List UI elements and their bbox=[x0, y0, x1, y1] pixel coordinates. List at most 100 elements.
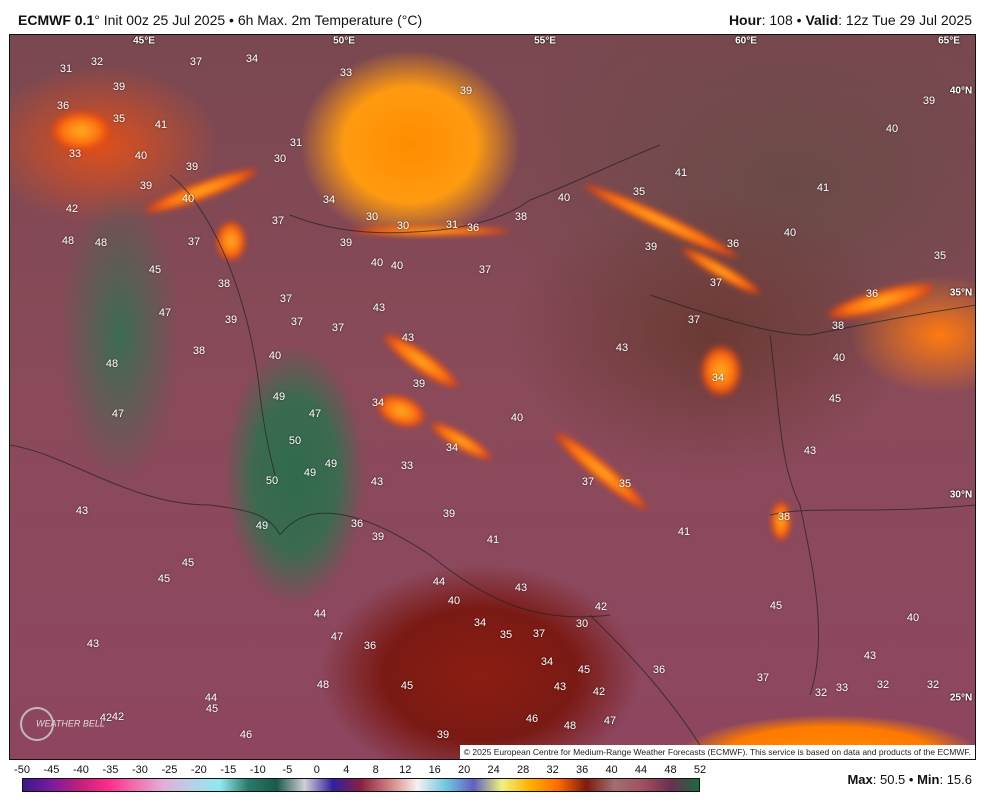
temperature-label: 33 bbox=[339, 67, 353, 79]
temperature-label: 35 bbox=[618, 478, 632, 490]
colorbar-tick: -25 bbox=[161, 764, 178, 776]
longitude-label: 60°E bbox=[735, 35, 757, 47]
temperature-label: 41 bbox=[486, 534, 500, 546]
longitude-label: 55°E bbox=[534, 35, 556, 47]
hour-value: : 108 • bbox=[761, 12, 806, 28]
min-value: : 15.6 bbox=[939, 772, 972, 787]
country-borders bbox=[10, 144, 975, 759]
temperature-label: 43 bbox=[615, 342, 629, 354]
colorbar-tick: -15 bbox=[220, 764, 237, 776]
temperature-label: 33 bbox=[68, 148, 82, 160]
temperature-label: 45 bbox=[157, 573, 171, 585]
max-min-stats: Max: 50.5 • Min: 15.6 bbox=[847, 772, 972, 787]
temperature-label: 32 bbox=[876, 679, 890, 691]
model-degree: ° bbox=[94, 12, 100, 28]
temperature-map[interactable]: 31 32 37 34 33 39 36 35 41 39 39 40 33 40 39 30 31 39 40 41… bbox=[9, 34, 976, 760]
heat-band bbox=[771, 501, 791, 541]
temperature-label: 40 bbox=[557, 192, 571, 204]
temperature-label: 37 bbox=[271, 215, 285, 227]
temperature-label: 44 bbox=[204, 692, 218, 704]
temperature-label: 41 bbox=[674, 167, 688, 179]
temperature-label: 38 bbox=[192, 345, 206, 357]
temperature-label: 36 bbox=[726, 238, 740, 250]
latitude-label: 25°N bbox=[949, 692, 973, 704]
temperature-label: 35 bbox=[933, 250, 947, 262]
temperature-label: 38 bbox=[514, 211, 528, 223]
temperature-label: 41 bbox=[816, 182, 830, 194]
temperature-label: 34 bbox=[371, 397, 385, 409]
colorbar-tick: -45 bbox=[43, 764, 60, 776]
temperature-label: 39 bbox=[112, 81, 126, 93]
temperature-label: 40 bbox=[906, 612, 920, 624]
temperature-label: 42 bbox=[65, 203, 79, 215]
temperature-label: 39 bbox=[185, 161, 199, 173]
temperature-label: 36 bbox=[652, 664, 666, 676]
temperature-label: 45 bbox=[400, 680, 414, 692]
temperature-label: 32 bbox=[926, 679, 940, 691]
min-label: Min bbox=[917, 772, 940, 787]
colorbar-tick: -50 bbox=[14, 764, 30, 776]
temperature-label: 45 bbox=[828, 393, 842, 405]
latitude-label: 40°N bbox=[949, 85, 973, 97]
valid-value: : 12z Tue 29 Jul 2025 bbox=[838, 12, 972, 28]
temperature-label: 40 bbox=[390, 260, 404, 272]
temperature-label: 35 bbox=[632, 186, 646, 198]
temperature-label: 35 bbox=[112, 113, 126, 125]
colorbar-tick: -20 bbox=[190, 764, 207, 776]
temperature-label: 49 bbox=[272, 391, 286, 403]
temperature-label: 36 bbox=[363, 640, 377, 652]
colorbar-tick: 52 bbox=[693, 764, 707, 776]
temperature-label: 43 bbox=[863, 650, 877, 662]
temperature-label: 40 bbox=[134, 150, 148, 162]
temperature-label: 43 bbox=[86, 638, 100, 650]
temperature-label: 37 bbox=[478, 264, 492, 276]
valid-label: Valid bbox=[805, 12, 839, 28]
colorbar-tick: 40 bbox=[605, 764, 618, 776]
temperature-label: 34 bbox=[711, 372, 725, 384]
temperature-label: 50 bbox=[265, 475, 279, 487]
temperature-label: 32 bbox=[90, 56, 104, 68]
temperature-label: 43 bbox=[803, 445, 817, 457]
init-description: Init 00z 25 Jul 2025 • 6h Max. 2m Temper… bbox=[99, 12, 423, 28]
temperature-label: 43 bbox=[75, 505, 89, 517]
temperature-label: 37 bbox=[290, 316, 304, 328]
latitude-label: 30°N bbox=[949, 489, 973, 501]
colorbar-tick: 48 bbox=[664, 764, 677, 776]
temperature-label: 46 bbox=[525, 713, 539, 725]
longitude-label: 45°E bbox=[133, 35, 155, 47]
temperature-label: 38 bbox=[217, 278, 231, 290]
heat-band bbox=[51, 111, 111, 151]
temperature-label: 34 bbox=[245, 53, 259, 65]
colorbar-tick: 16 bbox=[428, 764, 441, 776]
temperature-label: 44 bbox=[313, 608, 327, 620]
temperature-label: 40 bbox=[832, 352, 846, 364]
temperature-label: 43 bbox=[370, 476, 384, 488]
colorbar-tick: 12 bbox=[399, 764, 412, 776]
temperature-label: 37 bbox=[331, 322, 345, 334]
temperature-label: 34 bbox=[322, 194, 336, 206]
copyright-notice: © 2025 European Centre for Medium-Range … bbox=[459, 745, 975, 759]
colorbar-tick: 36 bbox=[575, 764, 589, 776]
temperature-label: 36 bbox=[350, 518, 364, 530]
temperature-label: 47 bbox=[111, 408, 125, 420]
colorbar-tick: -5 bbox=[282, 764, 293, 776]
temperature-label: 39 bbox=[436, 729, 450, 741]
hour-label: Hour bbox=[728, 12, 762, 28]
temperature-label: 31 bbox=[289, 137, 303, 149]
colorbar-tick: 0 bbox=[313, 764, 320, 776]
temperature-label: 47 bbox=[158, 307, 172, 319]
temperature-label: 38 bbox=[831, 320, 845, 332]
temperature-label: 34 bbox=[473, 617, 487, 629]
temperature-label: 43 bbox=[372, 302, 386, 314]
temperature-label: 31 bbox=[59, 63, 73, 75]
temperature-label: 48 bbox=[61, 235, 75, 247]
max-value: : 50.5 • bbox=[872, 772, 918, 787]
heat-band bbox=[701, 346, 741, 396]
temperature-label: 37 bbox=[756, 672, 770, 684]
temperature-label: 44 bbox=[432, 576, 446, 588]
temperature-label: 42 bbox=[594, 601, 608, 613]
temperature-label: 48 bbox=[563, 720, 577, 732]
temperature-label: 37 bbox=[532, 628, 546, 640]
temperature-label: 43 bbox=[553, 681, 567, 693]
temperature-label: 46 bbox=[239, 729, 253, 741]
